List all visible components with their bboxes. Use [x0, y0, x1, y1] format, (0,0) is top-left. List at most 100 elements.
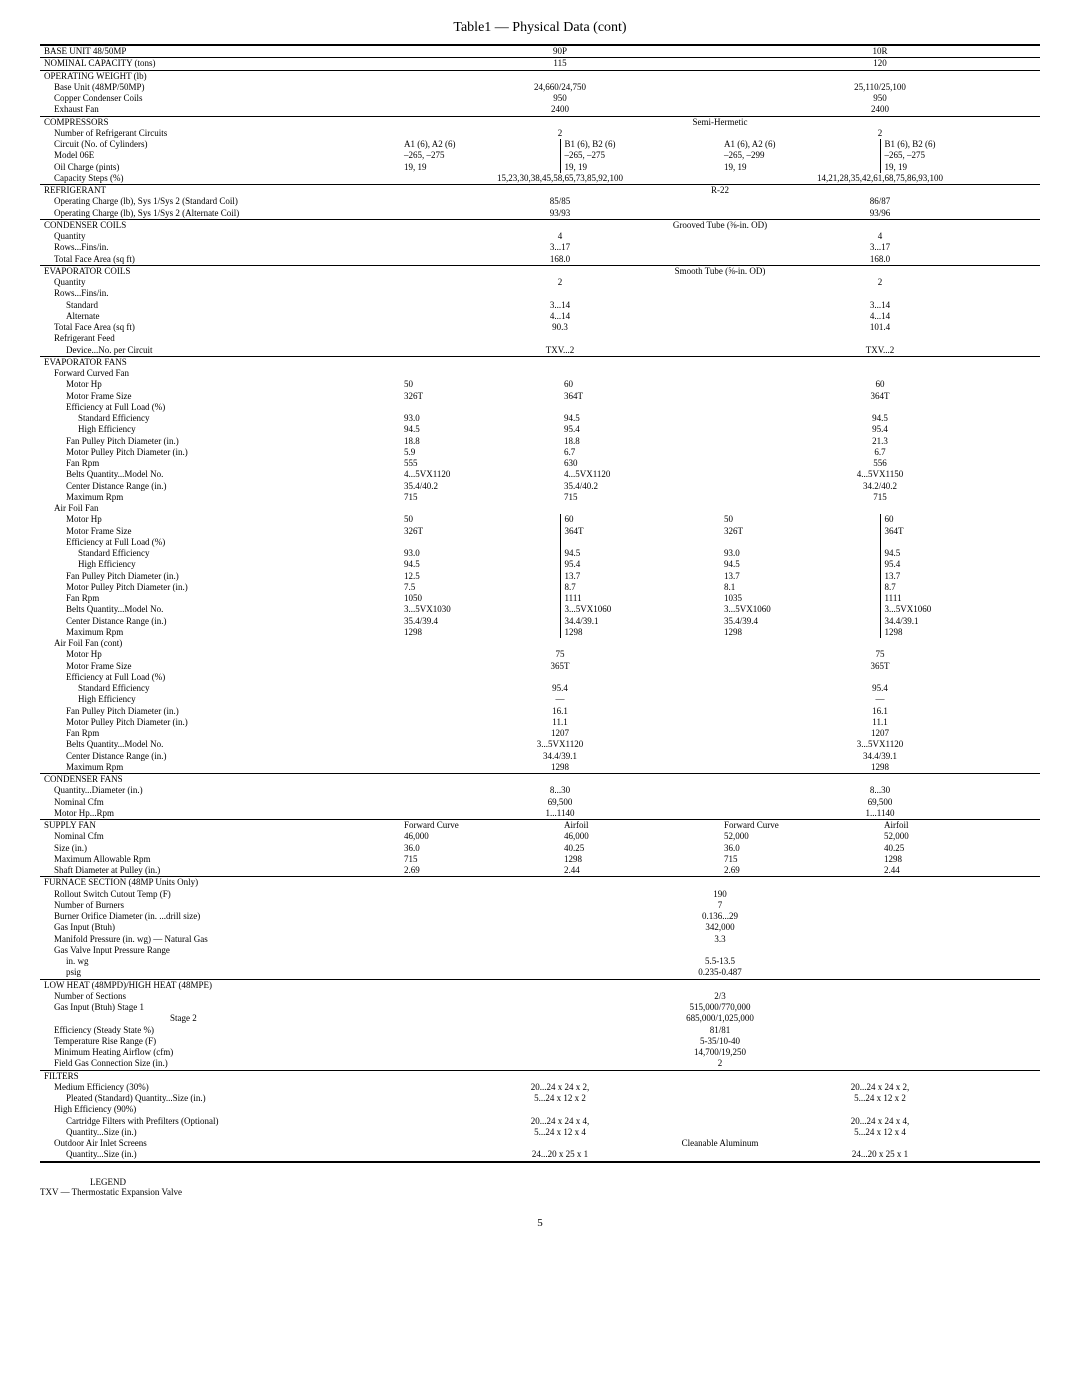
- affc-stdeff-label: Standard Efficiency: [40, 683, 400, 694]
- supplyfan-shaft-a: 2.69: [400, 865, 560, 877]
- supplyfan-shaft-c: 2.69: [720, 865, 880, 877]
- aff-higheff-c: 94.5: [720, 559, 880, 570]
- fcf-frame-b: 364T: [560, 391, 720, 402]
- evapfans-aff: Air Foil Fan: [40, 503, 400, 514]
- evapcoils-device-90: TXV...2: [400, 345, 720, 357]
- affc-rpm-label: Fan Rpm: [40, 728, 400, 739]
- lowheat-1-label: Gas Input (Btuh) Stage 1: [40, 1002, 400, 1013]
- refrig-std-label: Operating Charge (lb), Sys 1/Sys 2 (Stan…: [40, 196, 400, 207]
- affc-fpd-90: 16.1: [400, 706, 720, 717]
- supplyfan-cfm-d: 52,000: [880, 831, 1040, 842]
- fcf-max-b: 715: [560, 492, 720, 503]
- fcf-rpm-c: 556: [720, 458, 1040, 469]
- nominal-10: 120: [720, 58, 1040, 70]
- affc-frame-10: 365T: [720, 661, 1040, 672]
- lowheat-1-v: 515,000/770,000: [400, 1002, 1040, 1013]
- comp-oil-b10: 19, 19: [880, 162, 1040, 173]
- opweight-row1-10: 950: [720, 93, 1040, 104]
- comp-model-a10: –265, –299: [720, 150, 880, 161]
- furnace-psig-v: 0.235-0.487: [400, 967, 1040, 979]
- supplyfan-rpm-b: 1298: [560, 854, 720, 865]
- opweight-row2-label: Exhaust Fan: [40, 104, 400, 116]
- compressors-head: COMPRESSORS: [40, 116, 400, 128]
- condfans-cfm-label: Nominal Cfm: [40, 797, 400, 808]
- aff-hp-a: 50: [400, 514, 560, 525]
- aff-fpd-label: Fan Pulley Pitch Diameter (in.): [40, 571, 400, 582]
- evapcoils-device-label: Device...No. per Circuit: [40, 345, 400, 357]
- evapcoils-span: Smooth Tube (⅝-in. OD): [400, 265, 1040, 277]
- supplyfan-size-b: 40.25: [560, 843, 720, 854]
- evapcoils-qty-90: 2: [400, 277, 720, 288]
- fcf-stdeff-a: 93.0: [400, 413, 560, 424]
- fcf-fpd-c: 21.3: [720, 436, 1040, 447]
- lowheat-3-label: Efficiency (Steady State %): [40, 1025, 400, 1036]
- nominal-label: NOMINAL CAPACITY (tons): [40, 58, 400, 70]
- aff-hp-c: 50: [720, 514, 880, 525]
- furnace-gvipr: Gas Valve Input Pressure Range: [40, 945, 400, 956]
- fcf-fpd-a: 18.8: [400, 436, 560, 447]
- aff-stdeff-d: 94.5: [880, 548, 1040, 559]
- fcf-rpm-a: 555: [400, 458, 560, 469]
- condfans-head: CONDENSER FANS: [40, 774, 400, 786]
- evapcoils-std-90: 3...14: [400, 300, 720, 311]
- filters-oaiqty-10: 24...20 x 25 x 1: [720, 1149, 1040, 1161]
- refrig-alt-90: 93/93: [400, 208, 720, 220]
- fcf-hp-a: 50: [400, 379, 560, 390]
- supplyfan-cfm-c: 52,000: [720, 831, 880, 842]
- comp-capsteps-90: 15,23,30,38,45,58,65,73,85,92,100: [400, 173, 720, 185]
- evapcoils-face-90: 90.3: [400, 322, 720, 333]
- fcf-stdeff-c: 94.5: [720, 413, 1040, 424]
- affc-cdr-90: 34.4/39.1: [400, 751, 720, 762]
- legend-line: TXV — Thermostatic Expansion Valve: [40, 1187, 1040, 1197]
- fcf-belts-b: 4...5VX1120: [560, 469, 720, 480]
- furnace-4-label: Manifold Pressure (in. wg) — Natural Gas: [40, 934, 400, 945]
- comp-circuit-a90: A1 (6), A2 (6): [400, 139, 560, 150]
- opweight-row1-label: Copper Condenser Coils: [40, 93, 400, 104]
- aff-frame-c: 326T: [720, 526, 880, 537]
- affc-rpm-10: 1207: [720, 728, 1040, 739]
- aff-fpd-c: 13.7: [720, 571, 880, 582]
- aff-stdeff-c: 93.0: [720, 548, 880, 559]
- aff-fpd-d: 13.7: [880, 571, 1040, 582]
- header-base-unit: BASE UNIT 48/50MP: [40, 45, 400, 58]
- affc-mpd-90: 11.1: [400, 717, 720, 728]
- aff-cdr-c: 35.4/39.4: [720, 616, 880, 627]
- filters-qtysize-label: Quantity...Size (in.): [40, 1127, 400, 1138]
- filters-pleated-10b: 5...24 x 12 x 2: [720, 1093, 1040, 1104]
- refrig-std-10: 86/87: [720, 196, 1040, 207]
- affc-stdeff-90: 95.4: [400, 683, 720, 694]
- filters-oai-label: Outdoor Air Inlet Screens: [40, 1138, 400, 1149]
- opweight-head: OPERATING WEIGHT (lb): [40, 70, 400, 82]
- supplyfan-head: SUPPLY FAN: [40, 820, 400, 832]
- aff-rpm-a: 1050: [400, 593, 560, 604]
- fcf-frame-label: Motor Frame Size: [40, 391, 400, 402]
- opweight-row2-90: 2400: [400, 104, 720, 116]
- furnace-2-label: Burner Orifice Diameter (in. ...drill si…: [40, 911, 400, 922]
- aff-stdeff-a: 93.0: [400, 548, 560, 559]
- affc-frame-90: 365T: [400, 661, 720, 672]
- aff-stdeff-b: 94.5: [560, 548, 720, 559]
- filters-pleated-label: Pleated (Standard) Quantity...Size (in.): [40, 1093, 400, 1104]
- supplyfan-cfm-b: 46,000: [560, 831, 720, 842]
- supplyfan-col-fc1: Forward Curve: [400, 820, 560, 832]
- fcf-cdr-label: Center Distance Range (in.): [40, 481, 400, 492]
- aff-mpd-b: 8.7: [560, 582, 720, 593]
- fcf-higheff-label: High Efficiency: [40, 424, 400, 435]
- furnace-inwg-v: 5.5-13.5: [400, 956, 1040, 967]
- filters-med: Medium Efficiency (30%): [40, 1082, 400, 1093]
- aff-belts-d: 3...5VX1060: [880, 604, 1040, 615]
- affc-max-10: 1298: [720, 762, 1040, 774]
- lowheat-5-v: 14,700/19,250: [400, 1047, 1040, 1058]
- lowheat-4-v: 5-35/10-40: [400, 1036, 1040, 1047]
- page-number: 5: [40, 1217, 1040, 1229]
- condcoils-face-label: Total Face Area (sq ft): [40, 254, 400, 266]
- fcf-cdr-c: 34.2/40.2: [720, 481, 1040, 492]
- lowheat-2-v: 685,000/1,025,000: [400, 1013, 1040, 1024]
- comp-numcirc-label: Number of Refrigerant Circuits: [40, 128, 400, 139]
- affc-cdr-label: Center Distance Range (in.): [40, 751, 400, 762]
- furnace-1-v: 7: [400, 900, 1040, 911]
- fcf-fpd-b: 18.8: [560, 436, 720, 447]
- affc-max-label: Maximum Rpm: [40, 762, 400, 774]
- aff-rpm-c: 1035: [720, 593, 880, 604]
- comp-circuit-b90: B1 (6), B2 (6): [560, 139, 720, 150]
